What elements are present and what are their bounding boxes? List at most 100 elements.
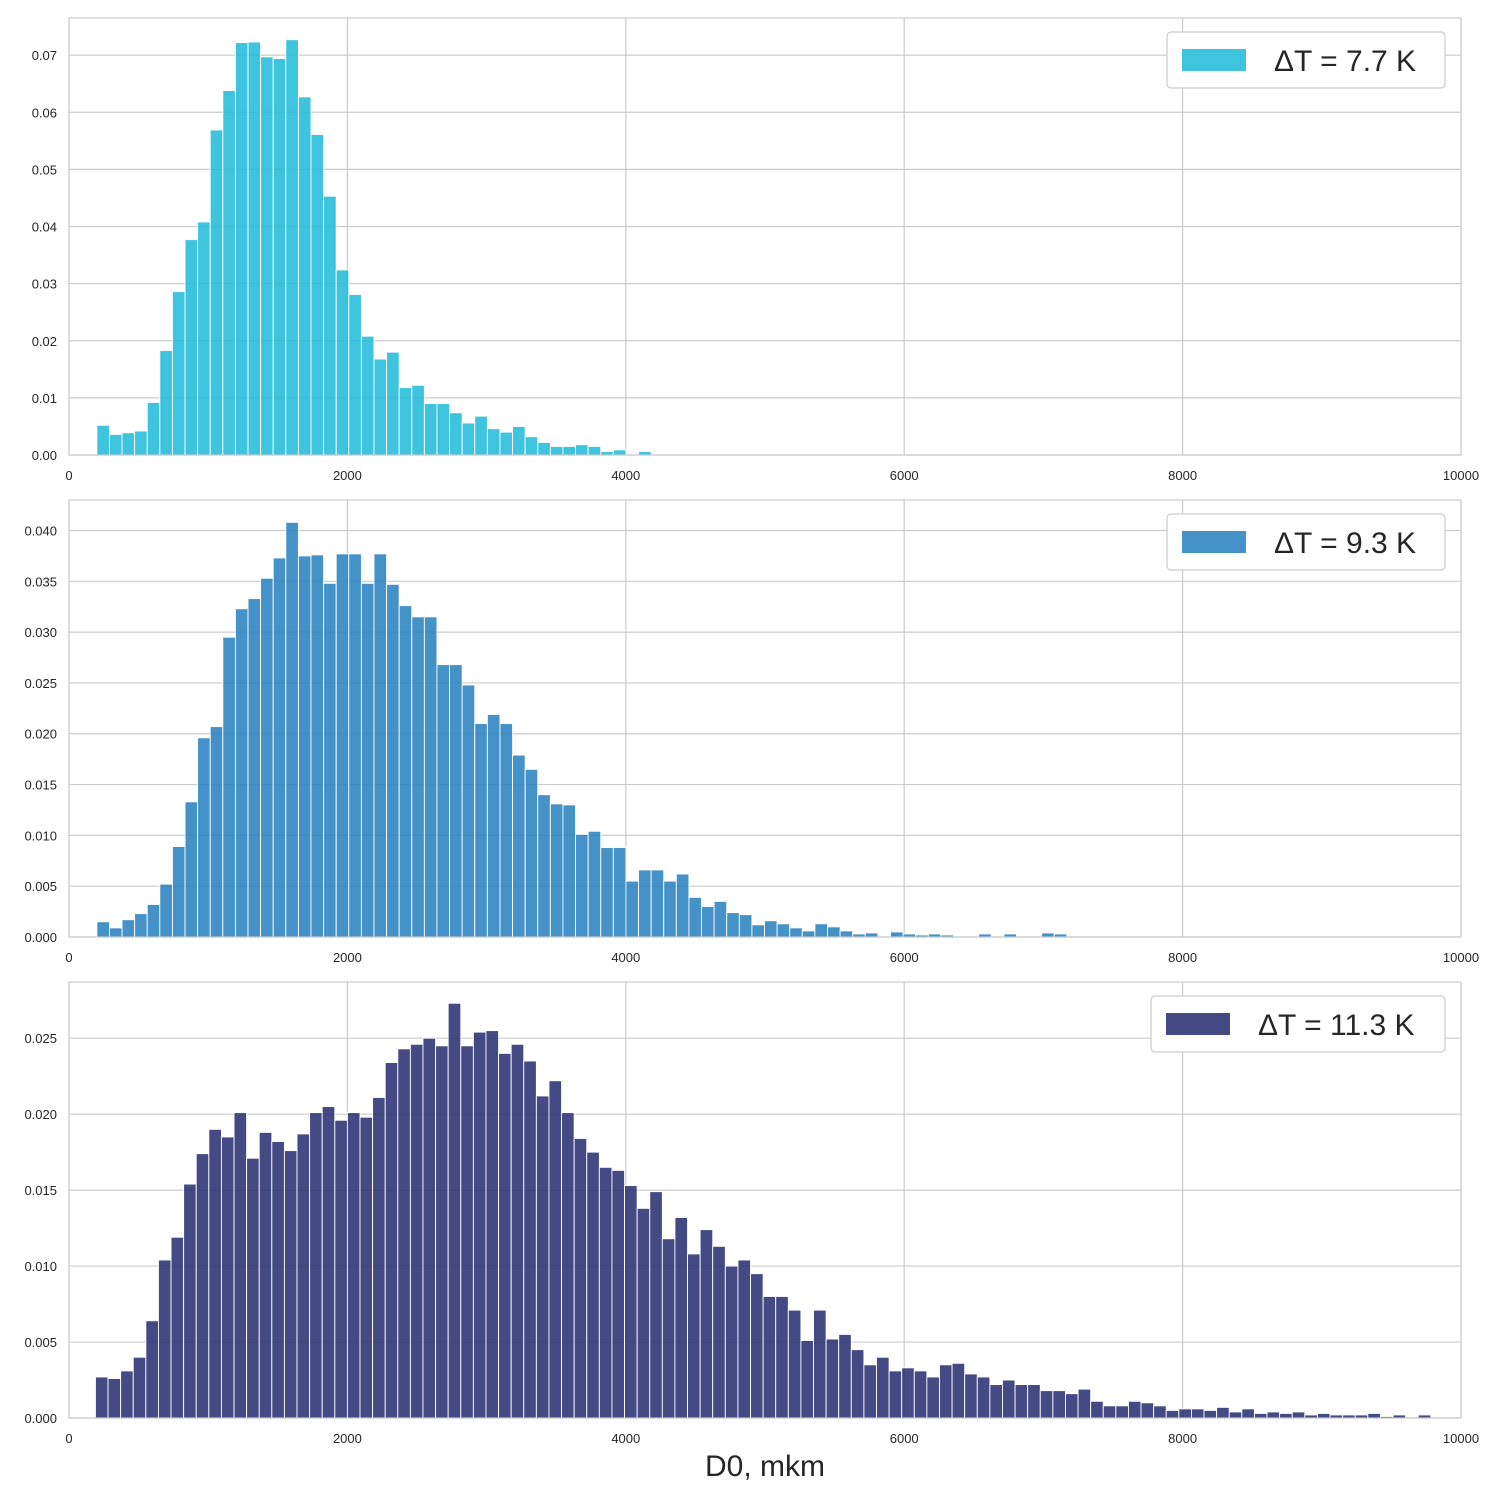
panel-1-legend: ΔT = 7.7 K	[1166, 31, 1446, 89]
histogram-bar	[976, 1376, 991, 1419]
histogram-bar	[1228, 1411, 1243, 1419]
histogram-bar	[1115, 1405, 1129, 1419]
histogram-bar	[159, 883, 173, 938]
histogram-bar	[650, 869, 665, 938]
histogram-bar	[436, 403, 451, 456]
panel-1-legend-swatch	[1182, 49, 1246, 71]
histogram-bar	[260, 56, 274, 456]
histogram-bar	[561, 1112, 575, 1419]
panel-2-y-ticks: 0.000 0.005 0.010 0.015 0.020 0.025 0.030 0.035…	[24, 523, 57, 945]
histogram-bar	[271, 1141, 285, 1419]
histogram-bar	[649, 1191, 663, 1419]
y-tick-label: 0.06	[32, 105, 57, 120]
histogram-bar	[372, 1097, 386, 1419]
histogram-bar	[197, 737, 211, 938]
histogram-bar	[1279, 1412, 1293, 1419]
histogram-bar	[321, 1106, 336, 1419]
histogram-bar	[121, 919, 136, 938]
histogram-bar	[283, 1150, 298, 1419]
histogram-bar	[687, 1253, 701, 1419]
histogram-bar	[209, 726, 224, 938]
histogram-bar	[108, 927, 123, 938]
histogram-bar	[737, 1259, 751, 1419]
x-tick-label: 6000	[890, 1431, 919, 1446]
histogram-bar	[888, 1370, 903, 1419]
histogram-bar	[624, 1185, 638, 1419]
histogram-bar	[1128, 1400, 1142, 1419]
histogram-bar	[1291, 1411, 1306, 1419]
x-tick-label: 4000	[611, 950, 640, 965]
panel-3-legend-swatch	[1166, 1013, 1230, 1035]
x-tick-label: 10000	[1443, 468, 1479, 483]
histogram-bar	[838, 1333, 852, 1419]
histogram-bar	[296, 1133, 311, 1419]
histogram-bar	[537, 794, 551, 938]
y-tick-label: 0.030	[24, 625, 57, 640]
histogram-bar	[386, 351, 400, 456]
histogram-bar	[449, 664, 463, 938]
panel-1-legend-box	[1166, 31, 1446, 89]
histogram-bar	[260, 577, 274, 938]
histogram-bar	[699, 1229, 714, 1419]
histogram-bar	[285, 521, 299, 938]
panel-3-bars	[94, 1002, 1432, 1419]
histogram-bar	[486, 428, 501, 456]
histogram-bar	[108, 433, 123, 456]
y-tick-label: 0.025	[24, 676, 57, 691]
y-tick-label: 0.010	[24, 828, 57, 843]
histogram-bar	[1027, 1384, 1041, 1419]
histogram-bar	[512, 425, 526, 456]
histogram-bar	[499, 431, 514, 456]
histogram-bar	[750, 1273, 764, 1419]
histogram-bar	[524, 768, 539, 938]
histogram-bar	[1065, 1393, 1079, 1419]
histogram-bar	[839, 930, 854, 938]
histogram-bar	[1190, 1408, 1205, 1419]
histogram-bar	[449, 412, 463, 456]
histogram-bar	[775, 1296, 789, 1419]
histogram-bar	[346, 1112, 361, 1419]
panel-2-legend: ΔT = 9.3 K	[1166, 513, 1446, 571]
histogram-bar	[310, 134, 325, 456]
histogram-bar	[423, 616, 438, 938]
histogram-bar	[422, 1037, 437, 1419]
histogram-bar	[661, 1238, 676, 1419]
histogram-bar	[674, 1217, 688, 1419]
histogram-bar	[890, 931, 904, 938]
x-tick-label: 2000	[333, 468, 362, 483]
histogram-bar	[663, 880, 677, 938]
histogram-bar	[310, 554, 325, 938]
histogram-bar	[1153, 1405, 1167, 1419]
histogram-bar	[535, 1095, 550, 1419]
histogram-bar	[247, 598, 262, 938]
histogram-bar	[586, 1151, 600, 1419]
histogram-bar	[195, 1153, 210, 1419]
histogram-bar	[247, 41, 262, 456]
panel-1-y-ticks: 0.00 0.01 0.02 0.03 0.04 0.05 0.06 0.07	[32, 48, 57, 463]
histogram-bar	[398, 387, 413, 456]
histogram-bar	[1165, 1409, 1180, 1419]
histogram-bar	[435, 1045, 449, 1419]
histogram-bar	[612, 449, 627, 456]
histogram-bar	[951, 1362, 966, 1419]
histogram-bar	[272, 557, 287, 938]
x-tick-label: 8000	[1168, 468, 1197, 483]
histogram-bar	[258, 1131, 273, 1419]
histogram-bar	[348, 553, 362, 938]
histogram-bar	[1052, 1390, 1066, 1419]
histogram-bar	[701, 906, 715, 938]
panel-3-x-axis-label: D0, mkm	[705, 1450, 825, 1483]
x-tick-label: 10000	[1443, 1431, 1479, 1446]
y-tick-label: 0.035	[24, 574, 57, 589]
panel-2-legend-label: ΔT = 9.3 K	[1274, 527, 1416, 560]
histogram-bar	[436, 664, 451, 938]
histogram-bar	[764, 920, 778, 938]
histogram-bar	[1002, 1379, 1016, 1419]
panel-3-frame	[68, 981, 1462, 1419]
histogram-bar	[1041, 932, 1055, 938]
histogram-bar	[461, 684, 476, 938]
histogram-bar	[335, 553, 350, 938]
histogram-bar	[575, 833, 589, 938]
histogram-bar	[510, 1043, 525, 1419]
